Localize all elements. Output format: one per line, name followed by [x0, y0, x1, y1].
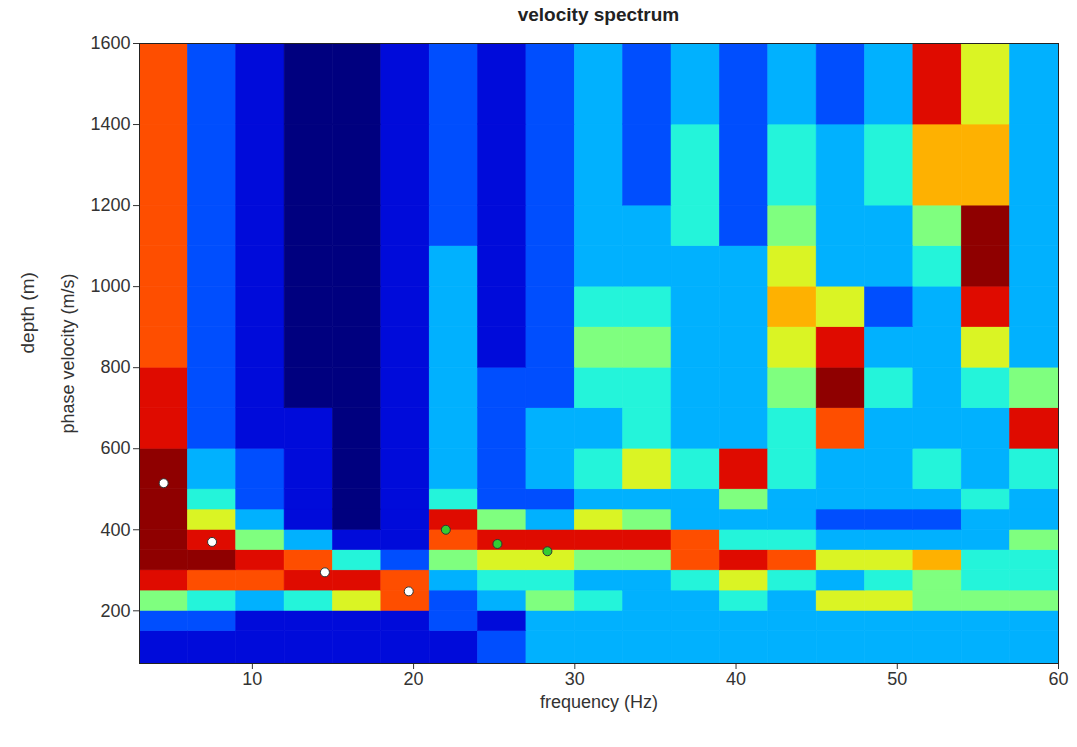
svg-text:depth (m): depth (m) — [17, 272, 38, 353]
svg-text:1400: 1400 — [90, 114, 130, 134]
svg-text:phase velocity (m/s): phase velocity (m/s) — [58, 273, 78, 433]
svg-text:30: 30 — [565, 669, 585, 689]
svg-text:1200: 1200 — [90, 195, 130, 215]
svg-text:800: 800 — [100, 357, 130, 377]
html-text:velocity spectrum: velocity spectrum — [517, 4, 680, 25]
svg-text:1600: 1600 — [90, 33, 130, 53]
svg-text:1000: 1000 — [90, 276, 130, 296]
svg-text:40: 40 — [726, 669, 746, 689]
svg-text:200: 200 — [100, 601, 130, 621]
svg-text:10: 10 — [242, 669, 262, 689]
svg-text:50: 50 — [887, 669, 907, 689]
svg-text:frequency (Hz): frequency (Hz) — [540, 692, 658, 712]
svg-text:600: 600 — [100, 438, 130, 458]
svg-text:400: 400 — [100, 520, 130, 540]
svg-text:60: 60 — [1048, 669, 1068, 689]
svg-text:20: 20 — [404, 669, 424, 689]
